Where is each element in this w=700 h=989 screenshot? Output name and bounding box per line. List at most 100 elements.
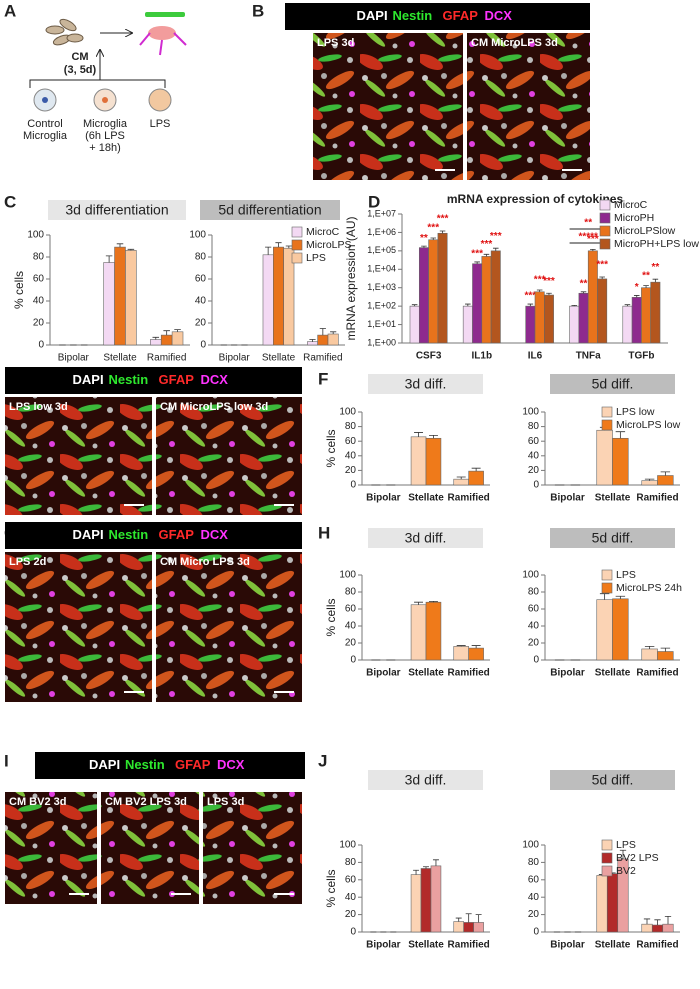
bar — [430, 865, 442, 933]
panel-label: I — [4, 751, 9, 770]
micrograph — [313, 33, 463, 180]
x-tick-label: IL1b — [472, 351, 493, 362]
y-tick-label: 60 — [528, 874, 540, 885]
y-tick-label: 20 — [528, 465, 540, 476]
significance: *** — [596, 260, 608, 271]
error-bar — [644, 478, 655, 481]
stain-header — [285, 3, 590, 30]
y-tick-label: 100 — [339, 570, 356, 581]
error-bar — [475, 914, 482, 923]
bar — [481, 256, 492, 344]
panel-label: F — [318, 369, 328, 388]
legend-label: MicroLPSlow — [614, 225, 676, 237]
micrograph-label: LPS 3d — [317, 37, 354, 49]
legend-swatch — [601, 852, 613, 864]
error-bar — [633, 295, 640, 298]
bar — [425, 437, 442, 486]
error-bar — [430, 237, 437, 240]
bar — [114, 246, 126, 346]
bar — [662, 923, 674, 933]
chart-title: mRNA expression of cytokines — [447, 192, 624, 206]
y-tick-label: 20 — [345, 909, 357, 920]
significance: *** — [437, 214, 449, 225]
panel-label: C — [4, 192, 16, 211]
bar — [596, 875, 608, 933]
significance: *** — [587, 234, 599, 245]
chart-title: 3d diff. — [405, 530, 447, 546]
error-bar — [309, 339, 316, 342]
title-box — [368, 770, 483, 790]
x-tick-label: Stellate — [595, 668, 631, 679]
error-bar — [619, 849, 627, 859]
bar — [657, 475, 674, 486]
y-tick-label: 1,E+07 — [367, 208, 396, 218]
y-tick-label: 100 — [522, 407, 539, 418]
micrograph-label: CM MicroLPS low 3d — [160, 401, 268, 413]
stain-label: DCX — [201, 372, 229, 387]
significance: ** — [584, 218, 592, 229]
y-axis-label: % cells — [324, 429, 338, 467]
title-box — [550, 528, 675, 548]
legend-label: MicroPH+LPS low — [614, 238, 699, 250]
bar — [453, 921, 464, 933]
significance: ** — [642, 270, 650, 281]
y-tick-label: 100 — [522, 570, 539, 581]
x-tick-label: Stellate — [595, 940, 631, 951]
bar — [641, 287, 652, 344]
source-label: (6h LPS — [85, 130, 125, 142]
y-tick-label: 40 — [528, 621, 540, 632]
bar — [597, 278, 608, 344]
y-tick-label: 20 — [528, 638, 540, 649]
bar — [596, 429, 613, 486]
x-tick-label: Ramified — [636, 493, 678, 504]
stain-label: DAPI — [73, 527, 104, 542]
error-bar — [624, 304, 631, 307]
stain-label: GFAP — [159, 372, 195, 387]
legend-label: BV2 — [616, 865, 636, 877]
y-axis-label: mRNA expression (AU) — [344, 216, 358, 340]
bar — [420, 868, 432, 933]
x-tick-label: Ramified — [636, 940, 678, 951]
bar — [612, 437, 629, 486]
y-tick-label: 60 — [345, 436, 357, 447]
x-tick-label: CSF3 — [416, 351, 442, 362]
y-tick-label: 40 — [345, 621, 357, 632]
source-label: LPS — [150, 118, 171, 130]
error-bar — [174, 329, 181, 332]
error-bar — [483, 253, 490, 257]
error-bar — [421, 245, 427, 248]
error-bar — [127, 248, 135, 251]
legend-label: MicroC — [614, 199, 648, 211]
chart-title: 3d diff. — [405, 772, 447, 788]
error-bar — [319, 328, 326, 336]
x-tick-label: Bipolar — [550, 493, 585, 504]
legend-swatch — [291, 226, 303, 238]
bar — [596, 599, 613, 661]
stain-label: Nestin — [125, 757, 165, 772]
bar — [409, 305, 420, 344]
error-bar — [580, 291, 587, 294]
y-tick-label: 20 — [528, 909, 540, 920]
stain-label: GFAP — [443, 8, 479, 23]
error-bar — [105, 255, 113, 263]
y-tick-label: 80 — [345, 857, 357, 868]
micrograph — [156, 397, 302, 515]
stain-header — [5, 367, 302, 394]
bar — [578, 292, 589, 344]
bar — [468, 647, 484, 661]
error-bar — [455, 917, 462, 922]
bar — [473, 922, 484, 933]
error-bar — [590, 248, 596, 251]
legend-label: LPS — [306, 252, 326, 264]
bar — [462, 305, 473, 344]
error-bar — [660, 471, 671, 476]
y-tick-label: 80 — [528, 421, 540, 432]
cm-label: CM — [71, 51, 88, 63]
bar — [125, 250, 137, 346]
bar — [534, 291, 545, 344]
error-bar — [414, 432, 424, 437]
source-label: Microglia — [83, 118, 128, 130]
bar — [317, 334, 329, 346]
title-box — [368, 374, 483, 394]
bar — [612, 598, 629, 661]
